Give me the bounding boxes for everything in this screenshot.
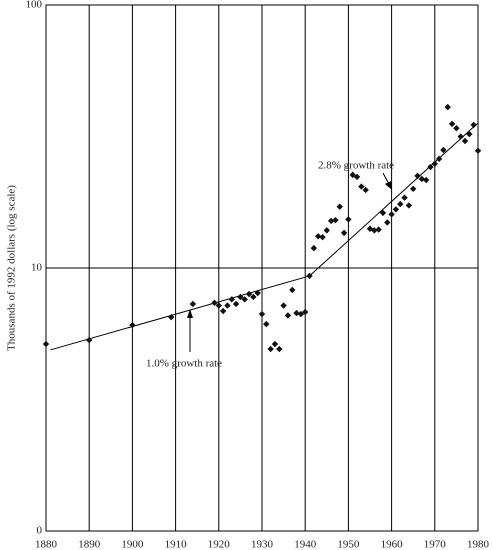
data-point [405,202,413,209]
data-point [457,133,464,140]
x-tick-label: 1970 [424,539,447,550]
data-point [435,155,443,163]
data-point [340,229,348,237]
data-point [384,219,391,226]
x-tick-label: 1900 [121,539,144,550]
data-point [461,137,469,145]
data-point [397,200,404,208]
data-point [314,233,322,240]
x-tick-label: 1920 [208,539,231,550]
data-point [448,120,456,128]
x-tick-label: 1940 [294,539,317,550]
data-point [362,186,369,194]
data-point [422,176,430,184]
data-point [219,307,227,315]
data-point [379,209,387,217]
data-point [245,290,253,298]
data-point [306,272,313,280]
data-point [271,340,279,348]
x-tick-label: 1930 [251,539,274,550]
x-tick-label: 1960 [381,539,404,550]
data-point [345,216,352,223]
data-point [258,310,266,318]
x-tick-label: 1910 [165,539,188,550]
data-point [42,340,50,348]
x-tick-label: 1890 [78,539,101,550]
data-point [353,173,361,181]
data-point [284,312,292,319]
data-point [366,225,374,232]
data-point [293,309,300,317]
data-point [168,314,175,321]
data-point [211,299,218,307]
data-point [276,345,283,353]
data-point [241,296,248,303]
data-point [302,308,309,316]
data-point [466,130,473,138]
data-point [254,289,261,297]
data-point [444,103,451,111]
y-tick-label: 100 [26,0,43,11]
data-point [228,296,235,303]
data-point [289,286,296,294]
annotation: 1.0% growth rate [146,358,222,370]
data-point [280,302,287,309]
data-point [418,175,426,183]
x-tick-label: 1980 [467,539,490,550]
data-point [224,302,231,309]
data-point [215,302,222,309]
data-point [401,194,408,201]
y-axis-label: Thousands of 1992 dollars (log scale) [6,185,18,351]
trend-line [50,122,479,351]
data-point [310,244,318,252]
data-point [336,203,343,210]
data-point [349,171,356,179]
data-point [237,293,244,301]
data-point [332,216,339,224]
arrow-head [385,181,392,190]
data-point [414,172,421,180]
data-point [431,160,438,167]
data-point [453,125,460,132]
data-point [323,227,330,234]
data-point [474,147,482,155]
data-point [470,121,477,129]
data-point [129,321,136,329]
x-tick-label: 1950 [337,539,360,550]
arrow-head [187,309,193,318]
data-point [440,146,447,154]
data-point [250,293,257,301]
annotation: 2.8% growth rate [318,160,394,172]
data-point [267,345,274,353]
data-point [375,226,382,233]
data-point [410,185,417,193]
data-point [319,233,326,241]
data-point [388,211,395,218]
data-point [263,320,270,328]
x-tick-label: 1880 [35,539,58,550]
y-tick-label: 10 [31,262,43,274]
data-point [358,183,365,190]
data-point [327,217,335,225]
data-point [427,163,434,171]
data-point [232,300,240,308]
y-tick-label: 0 [37,525,43,537]
data-point [371,227,378,234]
data-point [86,336,93,344]
data-point [189,300,197,308]
data-point [392,206,400,213]
